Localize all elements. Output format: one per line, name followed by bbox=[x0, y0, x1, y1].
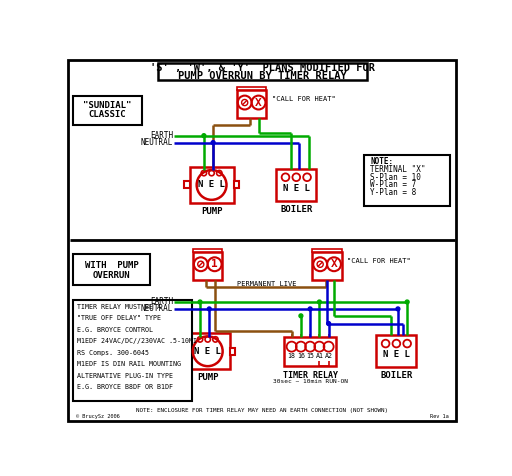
Text: N E L: N E L bbox=[283, 184, 310, 192]
Circle shape bbox=[299, 314, 303, 318]
Text: PERMANENT LIVE: PERMANENT LIVE bbox=[237, 280, 297, 287]
Text: X: X bbox=[255, 98, 262, 108]
Text: 'S' , 'W', & 'Y'  PLANS MODIFIED FOR: 'S' , 'W', & 'Y' PLANS MODIFIED FOR bbox=[150, 63, 375, 73]
Bar bbox=[233, 181, 239, 188]
Text: Y-Plan = 8: Y-Plan = 8 bbox=[370, 188, 416, 197]
Text: X: X bbox=[331, 259, 337, 269]
Text: ALTERNATIVE PLUG-IN TYPE: ALTERNATIVE PLUG-IN TYPE bbox=[77, 373, 173, 379]
Bar bbox=[230, 348, 235, 355]
Circle shape bbox=[207, 307, 211, 311]
Text: E.G. BROYCE CONTROL: E.G. BROYCE CONTROL bbox=[77, 327, 153, 333]
Bar bbox=[73, 300, 193, 400]
Text: TIMER RELAY: TIMER RELAY bbox=[283, 371, 337, 380]
Text: N E L: N E L bbox=[198, 180, 225, 189]
Bar bbox=[312, 252, 342, 280]
Bar bbox=[193, 249, 222, 252]
Bar bbox=[237, 90, 266, 118]
Text: PUMP: PUMP bbox=[201, 207, 222, 216]
Circle shape bbox=[308, 307, 312, 311]
Text: NOTE:: NOTE: bbox=[370, 158, 393, 166]
Bar bbox=[284, 337, 336, 366]
Text: © BrucySz 2006: © BrucySz 2006 bbox=[76, 414, 120, 419]
Text: 16: 16 bbox=[297, 353, 305, 359]
Text: WITH  PUMP: WITH PUMP bbox=[84, 261, 138, 270]
Text: RS Comps. 300-6045: RS Comps. 300-6045 bbox=[77, 350, 149, 356]
Text: A1: A1 bbox=[315, 353, 324, 359]
Bar bbox=[184, 181, 189, 188]
Text: OVERRUN: OVERRUN bbox=[93, 270, 130, 279]
Text: S-Plan = 10: S-Plan = 10 bbox=[370, 173, 421, 182]
Circle shape bbox=[317, 300, 322, 304]
Text: PUMP: PUMP bbox=[197, 373, 219, 382]
Circle shape bbox=[211, 141, 215, 145]
Text: NEUTRAL: NEUTRAL bbox=[141, 138, 173, 147]
Text: "TRUE OFF DELAY" TYPE: "TRUE OFF DELAY" TYPE bbox=[77, 315, 161, 321]
Text: M1EDF IS DIN RAIL MOUNTING: M1EDF IS DIN RAIL MOUNTING bbox=[77, 361, 181, 367]
Text: BOILER: BOILER bbox=[380, 371, 413, 380]
Circle shape bbox=[405, 300, 409, 304]
Text: NEUTRAL: NEUTRAL bbox=[141, 305, 173, 313]
Text: N E L: N E L bbox=[383, 350, 410, 359]
Text: TIMER RELAY MUST BE A: TIMER RELAY MUST BE A bbox=[77, 304, 161, 309]
Circle shape bbox=[202, 134, 206, 138]
Text: NOTE: ENCLOSURE FOR TIMER RELAY MAY NEED AN EARTH CONNECTION (NOT SHOWN): NOTE: ENCLOSURE FOR TIMER RELAY MAY NEED… bbox=[136, 408, 389, 413]
Text: "CALL FOR HEAT": "CALL FOR HEAT" bbox=[272, 97, 335, 102]
Bar bbox=[73, 96, 142, 125]
Bar bbox=[376, 335, 416, 367]
Bar bbox=[186, 334, 230, 369]
Circle shape bbox=[327, 322, 331, 326]
Text: E.G. BROYCE B8DF OR B1DF: E.G. BROYCE B8DF OR B1DF bbox=[77, 385, 173, 390]
Bar bbox=[276, 169, 316, 201]
Text: N E L: N E L bbox=[194, 347, 221, 356]
Text: Rev 1a: Rev 1a bbox=[430, 414, 449, 419]
Text: BOILER: BOILER bbox=[280, 205, 312, 214]
Circle shape bbox=[396, 307, 400, 311]
Bar bbox=[180, 348, 186, 355]
Bar bbox=[73, 254, 150, 285]
Text: "SUNDIAL": "SUNDIAL" bbox=[83, 101, 132, 110]
Text: EARTH: EARTH bbox=[150, 131, 173, 140]
Text: A2: A2 bbox=[325, 353, 333, 359]
Text: EARTH: EARTH bbox=[150, 298, 173, 307]
Text: M1EDF 24VAC/DC//230VAC .5-10MI: M1EDF 24VAC/DC//230VAC .5-10MI bbox=[77, 338, 197, 344]
Bar bbox=[158, 63, 367, 80]
Bar bbox=[193, 252, 222, 280]
Bar bbox=[312, 249, 342, 252]
Text: "CALL FOR HEAT": "CALL FOR HEAT" bbox=[347, 258, 411, 264]
Bar bbox=[237, 87, 266, 90]
Text: 15: 15 bbox=[306, 353, 314, 359]
Text: W-Plan = 7: W-Plan = 7 bbox=[370, 180, 416, 189]
Bar bbox=[364, 155, 450, 206]
Text: 30sec ~ 10min RUN-ON: 30sec ~ 10min RUN-ON bbox=[272, 379, 348, 384]
Text: 1: 1 bbox=[211, 259, 218, 269]
Text: 18: 18 bbox=[288, 353, 295, 359]
Circle shape bbox=[198, 300, 202, 304]
Text: PUMP OVERRUN BY TIMER RELAY: PUMP OVERRUN BY TIMER RELAY bbox=[178, 71, 347, 81]
Bar bbox=[189, 167, 233, 203]
Text: CLASSIC: CLASSIC bbox=[89, 110, 126, 119]
Text: TERMINAL "X": TERMINAL "X" bbox=[370, 165, 425, 174]
